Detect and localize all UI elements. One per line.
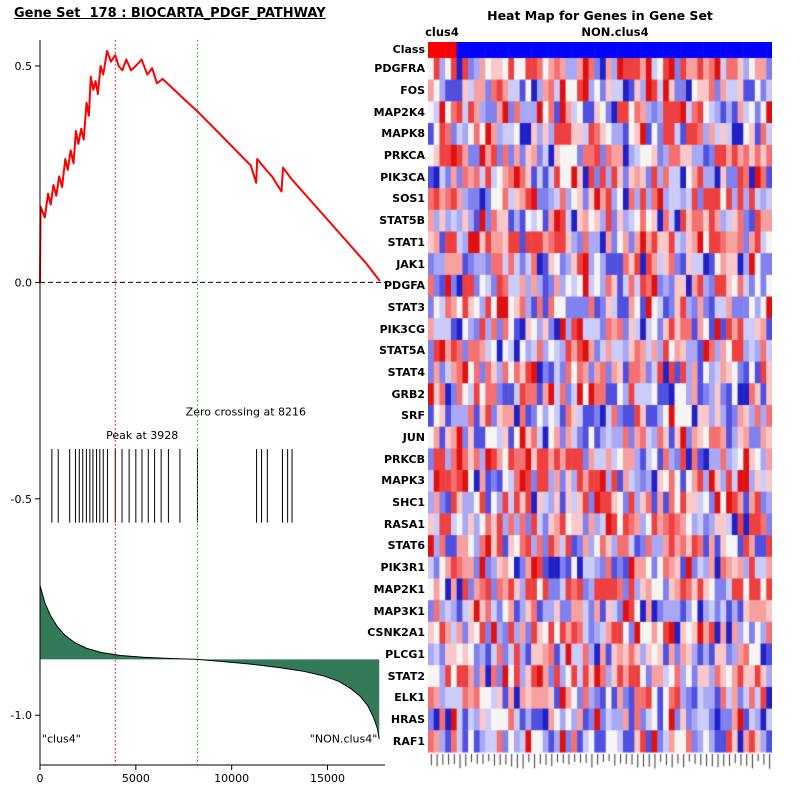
ranked-metric-area bbox=[40, 585, 380, 740]
heatmap-class-row-label: Class bbox=[392, 43, 425, 56]
y-tick-label: -0.5 bbox=[11, 493, 32, 506]
x-tick-label: 15000 bbox=[310, 772, 345, 785]
heatmap-row-label: SOS1 bbox=[392, 192, 425, 206]
heatmap-row-label: PIK3R1 bbox=[380, 561, 425, 575]
heatmap-row-label: RAF1 bbox=[392, 734, 425, 748]
heatmap-row-label: STAT4 bbox=[387, 365, 425, 379]
heatmap-row-label: PLCG1 bbox=[385, 647, 425, 661]
enrichment-plot-title: Gene Set 178 : BIOCARTA_PDGF_PATHWAY bbox=[14, 6, 326, 21]
zero-crossing-annotation: Zero crossing at 8216 bbox=[186, 406, 306, 419]
y-tick-label: 0.0 bbox=[15, 276, 33, 289]
heatmap-row-label: CSNK2A1 bbox=[367, 626, 425, 640]
heatmap-row-label: HRAS bbox=[390, 712, 425, 726]
heatmap-row-label: ELK1 bbox=[394, 691, 425, 705]
heatmap-row-label: PIK3CA bbox=[380, 170, 425, 184]
heatmap-row-label: MAPK3 bbox=[381, 474, 425, 488]
heatmap-row-label: JAK1 bbox=[396, 257, 425, 271]
heatmap-row-label: MAP2K1 bbox=[373, 582, 425, 596]
heatmap-row-label: STAT3 bbox=[387, 300, 425, 314]
heatmap-canvas bbox=[428, 42, 772, 772]
heatmap-group-label-clus4: clus4 bbox=[425, 25, 459, 39]
heatmap-row-label: PIK3CG bbox=[379, 322, 425, 336]
y-tick-label: -1.0 bbox=[11, 709, 32, 722]
heatmap-row-label: GRB2 bbox=[391, 387, 425, 401]
heatmap-row-label: RASA1 bbox=[383, 517, 425, 531]
x-tick-label: 5000 bbox=[122, 772, 150, 785]
ranked-metric-line bbox=[39, 585, 380, 740]
phenotype-left-label: "clus4" bbox=[42, 732, 81, 745]
heatmap-row-label: STAT6 bbox=[387, 539, 425, 553]
heatmap-row-label: STAT1 bbox=[387, 235, 425, 249]
heatmap-row-label: STAT2 bbox=[387, 669, 425, 683]
heatmap-row-labels: Class PDGFRA FOS MAP2K4 MAPK8 PRKCA PIK3CA SOS1… bbox=[329, 42, 425, 762]
heatmap-row-label: FOS bbox=[400, 84, 425, 98]
x-tick-label: 10000 bbox=[214, 772, 249, 785]
heatmap-title: Heat Map for Genes in Gene Set bbox=[487, 8, 713, 23]
peak-annotation: Peak at 3928 bbox=[106, 429, 178, 442]
heatmap-panel: Heat Map for Genes in Gene Set clus4 NON… bbox=[367, 0, 800, 800]
heatmap-row-label: STAT5B bbox=[379, 214, 425, 228]
phenotype-right-label: "NON.clus4" bbox=[310, 732, 378, 745]
heatmap-row-label: PRKCA bbox=[383, 149, 425, 163]
heatmap-row-label: SHC1 bbox=[392, 496, 425, 510]
enrichment-score-curve bbox=[39, 49, 381, 284]
heatmap-row-label: PRKCB bbox=[383, 452, 425, 466]
heatmap-row-label: STAT5A bbox=[379, 344, 425, 358]
heatmap-group-label-nonclus4: NON.clus4 bbox=[581, 25, 649, 39]
y-tick-label: 0.5 bbox=[15, 60, 33, 73]
heatmap-row-label: PDGFA bbox=[384, 279, 425, 293]
x-tick-label: 0 bbox=[37, 772, 44, 785]
heatmap-row-label: JUN bbox=[402, 431, 425, 445]
enrichment-plot: 0 5000 10000 15000 0.5 0.0 -0.5 -1.0 Peak at 392… bbox=[11, 40, 385, 785]
heatmap-row-label: PDGFRA bbox=[374, 62, 425, 76]
heatmap-row-label: MAP2K4 bbox=[373, 105, 425, 119]
heatmap-row-label: SRF bbox=[401, 409, 425, 423]
heatmap-row-label: MAPK8 bbox=[381, 127, 425, 141]
heatmap-row-label: MAP3K1 bbox=[373, 604, 425, 618]
